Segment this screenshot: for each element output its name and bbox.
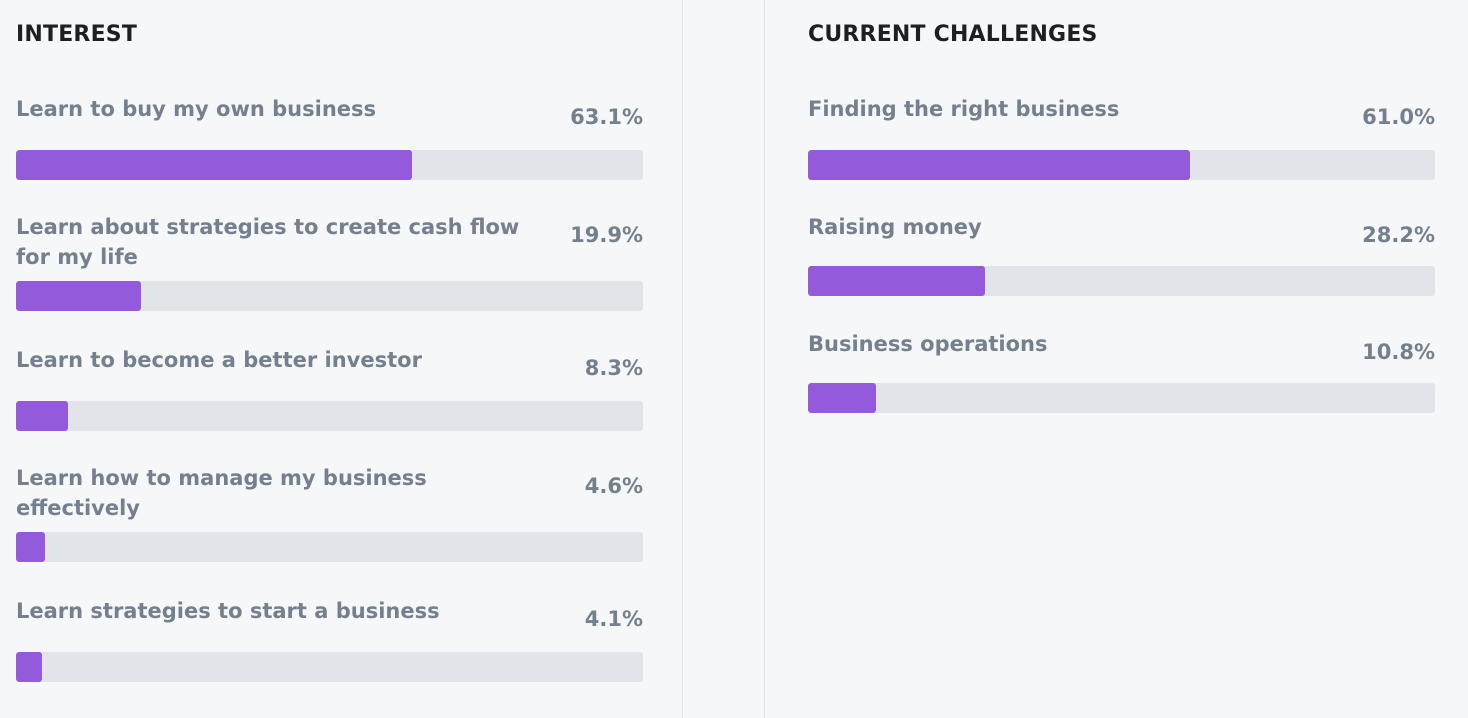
interest-row-value: 63.1% xyxy=(570,105,643,129)
challenge-row-value: 10.8% xyxy=(1362,340,1435,364)
challenge-bar-track xyxy=(808,383,1435,413)
challenge-row-label: Business operations xyxy=(808,332,1048,356)
interest-bar-track xyxy=(16,532,643,562)
interest-bar-fill xyxy=(16,532,45,562)
challenge-row-label: Finding the right business xyxy=(808,97,1120,121)
interest-bar-track xyxy=(16,150,643,180)
challenge-row-value: 28.2% xyxy=(1362,223,1435,247)
interest-row-value: 4.6% xyxy=(584,474,643,498)
challenge-row-label: Raising money xyxy=(808,215,982,239)
interest-row-label: Learn how to manage my business effectiv… xyxy=(16,466,427,520)
interest-bar-track xyxy=(16,281,643,311)
challenge-bar-fill xyxy=(808,383,876,413)
interest-bar-track xyxy=(16,652,643,682)
challenge-bar-track xyxy=(808,150,1435,180)
interest-row-value: 19.9% xyxy=(570,223,643,247)
current-challenges-title: CURRENT CHALLENGES xyxy=(808,22,1098,47)
challenge-bar-fill xyxy=(808,266,985,296)
challenge-bar-track xyxy=(808,266,1435,296)
interest-row-value: 4.1% xyxy=(584,607,643,631)
interest-bar-fill xyxy=(16,150,412,180)
interest-row-label: Learn to become a better investor xyxy=(16,348,422,372)
panel-divider-left xyxy=(682,0,683,718)
panel-divider-right xyxy=(764,0,765,718)
interest-bar-track xyxy=(16,401,643,431)
challenge-bar-fill xyxy=(808,150,1191,180)
interest-row-label: Learn to buy my own business xyxy=(16,97,377,121)
interest-bar-fill xyxy=(16,652,42,682)
interest-row-label: Learn strategies to start a business xyxy=(16,599,440,623)
interest-bar-fill xyxy=(16,401,69,431)
interest-row-label: Learn about strategies to create cash fl… xyxy=(16,215,520,269)
interest-row-value: 8.3% xyxy=(584,356,643,380)
challenge-row-value: 61.0% xyxy=(1362,105,1435,129)
interest-bar-fill xyxy=(16,281,141,311)
interest-title: INTEREST xyxy=(16,22,138,47)
